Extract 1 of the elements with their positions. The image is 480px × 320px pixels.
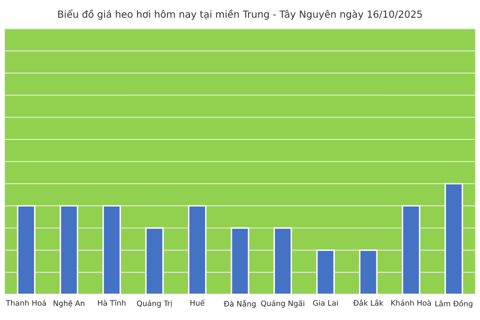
chart-title: Biểu đồ giá heo hơi hôm nay tại miền Trung - Tây Nguyên ngày 16/10/2025 xyxy=(58,9,422,20)
